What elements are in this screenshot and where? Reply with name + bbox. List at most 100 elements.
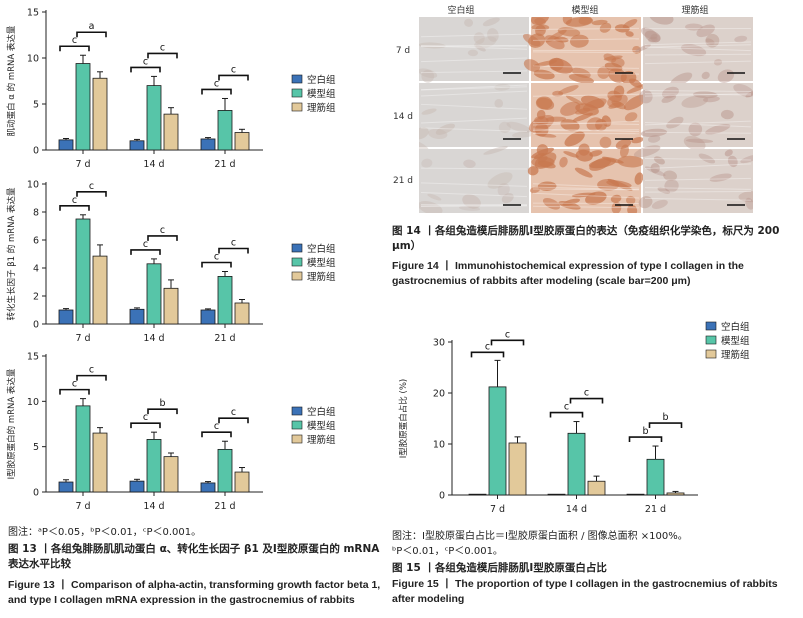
ihc-stain-spot [648, 36, 658, 43]
x-tick-label: 7 d [75, 501, 90, 512]
ihc-fiber-line [644, 197, 752, 201]
ihc-stain-spot [562, 17, 572, 25]
significance-label: c [214, 421, 219, 432]
ihc-stain-spot [617, 155, 645, 168]
x-tick-label: 21 d [645, 504, 666, 515]
bar-treat [163, 113, 179, 151]
ihc-stain-spot [640, 27, 658, 40]
y-tick-label: 0 [33, 488, 39, 499]
ihc-stain-spot [681, 95, 709, 108]
bar-blank [200, 482, 216, 493]
ihc-fiber-line [644, 187, 752, 190]
y-tick-label: 0 [33, 146, 39, 157]
ihc-stain-spot [535, 123, 549, 137]
ihc-fiber-line [532, 192, 640, 199]
ihc-fiber-line [420, 33, 528, 38]
ihc-stain-spot [623, 94, 647, 111]
bar-blank [468, 493, 487, 496]
bar-model [217, 110, 233, 151]
significance-label: c [143, 412, 148, 423]
ihc-stain-spot [734, 35, 748, 43]
bar-blank [626, 493, 645, 496]
legend-swatch [291, 102, 303, 112]
ihc-stain-spot [599, 136, 612, 149]
significance-label: c [72, 195, 77, 206]
y-axis-label: 转化生长因子 β1 的 mRNA 表达量 [6, 187, 17, 321]
bar-model [217, 276, 233, 325]
y-tick-label: 10 [433, 440, 445, 451]
ihc-fiber-line [532, 128, 640, 133]
ihc-fiber-line [644, 120, 752, 126]
ihc-stain-spot [638, 196, 653, 209]
significance-bracket [130, 66, 161, 73]
ihc-tile [522, 17, 641, 85]
bar-model [75, 63, 91, 151]
ihc-stain-spot [622, 19, 638, 29]
significance-bracket [147, 52, 178, 59]
ihc-stain-spot [565, 17, 594, 27]
ihc-stain-spot [663, 170, 678, 182]
ihc-fiber-line [420, 182, 528, 187]
ihc-col-label-treat: 理筋组 [681, 6, 709, 16]
ihc-stain-spot [419, 68, 438, 79]
y-tick-label: 5 [33, 442, 39, 453]
ihc-stain-spot [705, 38, 715, 45]
ihc-fiber-line [420, 90, 528, 97]
significance-bracket [201, 261, 232, 268]
x-tick-label: 7 d [490, 504, 505, 515]
ihc-tile-bg [419, 17, 529, 81]
chart-tgf-beta1: 转化生长因子 β1 的 mRNA 表达量 0 2 4 6 8 10 7 d 14 d 21 d c c… [6, 180, 336, 345]
legend-label: 理筋组 [307, 271, 336, 283]
ihc-fiber-line [532, 205, 640, 209]
significance-label: c [485, 341, 490, 352]
x-tick-label: 14 d [566, 504, 587, 515]
legend-label: 理筋组 [307, 102, 336, 114]
legend-swatch [291, 257, 303, 267]
ihc-fiber-line [420, 70, 528, 74]
legend-swatch [705, 335, 717, 345]
ihc-stain-spot [664, 179, 679, 193]
bar-model [567, 432, 586, 496]
ihc-figure: 空白组 模型组 理筋组 7 d 14 d 21 d [388, 0, 709, 212]
ihc-stain-spot [421, 69, 435, 83]
fig13-note: 图注：ᵃP＜0.05，ᵇP＜0.01，ᶜP＜0.001。 [8, 527, 202, 538]
ihc-stain-spot [569, 34, 589, 48]
ihc-stain-spot [564, 131, 585, 147]
ihc-stain-spot [474, 36, 497, 49]
ihc-fiber-line [532, 186, 640, 191]
ihc-stain-spot [745, 91, 753, 98]
ihc-stain-spot [632, 45, 641, 54]
significance-bracket [218, 247, 249, 254]
y-tick-label: 5 [33, 100, 39, 111]
y-tick-label: 0 [33, 320, 39, 331]
x-tick-label: 21 d [214, 501, 235, 512]
ihc-stain-spot [506, 121, 531, 133]
ihc-fiber-line [532, 72, 640, 75]
ihc-fiber-line [644, 190, 752, 193]
ihc-stain-spot [649, 17, 674, 25]
fig15-title-en: Figure 15 丨 The proportion of type I col… [392, 578, 778, 605]
y-tick-label: 2 [33, 292, 39, 303]
bar-treat [587, 480, 606, 496]
chart-alpha-actin: 肌动蛋白 α 的 mRNA 表达量 0 5 10 15 7 d 14 d 21 d c a c c c c… [6, 8, 336, 171]
ihc-stain-spot [666, 116, 684, 129]
ihc-tile [419, 145, 529, 213]
ihc-col-label-blank: 空白组 [447, 6, 475, 16]
bar-treat [92, 77, 108, 151]
ihc-stain-spot [534, 17, 546, 25]
ihc-stain-spot [610, 194, 622, 203]
ihc-stain-spot [586, 117, 603, 131]
bar-treat [508, 442, 527, 496]
ihc-stain-spot [611, 57, 625, 68]
ihc-stain-spot [533, 69, 555, 80]
ihc-stain-spot [720, 109, 734, 120]
significance-label: c [231, 238, 236, 249]
legend-label: 模型组 [307, 420, 336, 432]
bar-treat [234, 132, 250, 151]
ihc-stain-spot [463, 159, 476, 168]
ihc-stain-spot [685, 138, 714, 144]
ihc-stain-spot [698, 153, 716, 164]
ihc-stain-spot [487, 28, 499, 42]
y-tick-label: 4 [33, 264, 39, 275]
chart-collagen-proportion: Ⅰ型胶原蛋白占比 (%) 0 10 20 30 7 d 14 d 21 d c c c c b b 空白组模… [398, 321, 750, 515]
